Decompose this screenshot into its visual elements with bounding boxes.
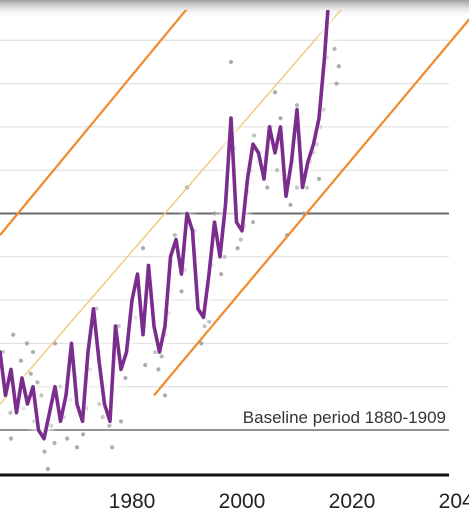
scatter-point [265, 185, 270, 190]
trend-central-line [0, 10, 342, 405]
scatter-point [52, 440, 57, 446]
x-tick-label: 2000 [219, 490, 266, 513]
scatter-point [24, 341, 30, 346]
scatter-point [118, 419, 124, 424]
trend-lower-line [153, 17, 469, 397]
scatter-point [235, 246, 240, 251]
scatter-point [332, 46, 337, 52]
scatter-point [110, 445, 115, 450]
trend-lines [0, 10, 469, 405]
scatter-point [179, 289, 184, 294]
scatter-point [11, 332, 16, 337]
scatter-point [334, 81, 339, 86]
x-tick-label: 1980 [109, 490, 156, 513]
scatter-point [140, 246, 146, 251]
top-shadow-band [0, 0, 469, 18]
scatter-point [294, 103, 300, 108]
running-mean-line [0, 10, 330, 441]
scatter-point [45, 466, 50, 472]
scatter-point [28, 371, 33, 376]
scatter-point [172, 233, 177, 238]
scatter-point [18, 358, 23, 363]
scatter-point [42, 449, 47, 454]
scatter-point [107, 423, 112, 428]
scatter-point [162, 393, 168, 398]
baseline-label: Baseline period 1880-1909 [243, 408, 446, 427]
x-tick-label: 2040 [439, 490, 469, 513]
scatter-point [80, 432, 86, 437]
scatter-point [123, 375, 128, 381]
x-axis-tick-labels: 1980 2000 2020 2040 [109, 490, 469, 513]
scatter-point [336, 64, 341, 69]
scatter-point [8, 410, 13, 415]
scatter-point [288, 202, 293, 207]
scatter-point [199, 341, 204, 346]
scatter-point [228, 59, 234, 65]
scatter-point [39, 393, 44, 398]
scatter-point [212, 211, 217, 216]
scatter-point [316, 176, 322, 181]
scatter-point [275, 168, 280, 173]
scatter-point [159, 354, 164, 359]
scatter-point [156, 367, 161, 372]
trend-upper-line [0, 10, 188, 236]
scatter-point [65, 436, 70, 441]
scatter-point [30, 349, 36, 355]
scatter-point [8, 436, 14, 441]
scatter-point [74, 445, 80, 450]
running-mean [0, 10, 333, 451]
scatter-point [250, 220, 256, 225]
scatter-point [272, 90, 278, 95]
x-tick-label: 2020 [329, 490, 376, 513]
scatter-point [278, 116, 283, 121]
scatter-point [35, 380, 40, 385]
scatter-point [219, 272, 224, 277]
running-mean-glow [0, 10, 333, 451]
scatter-point [206, 319, 212, 324]
scatter-point [143, 362, 148, 368]
